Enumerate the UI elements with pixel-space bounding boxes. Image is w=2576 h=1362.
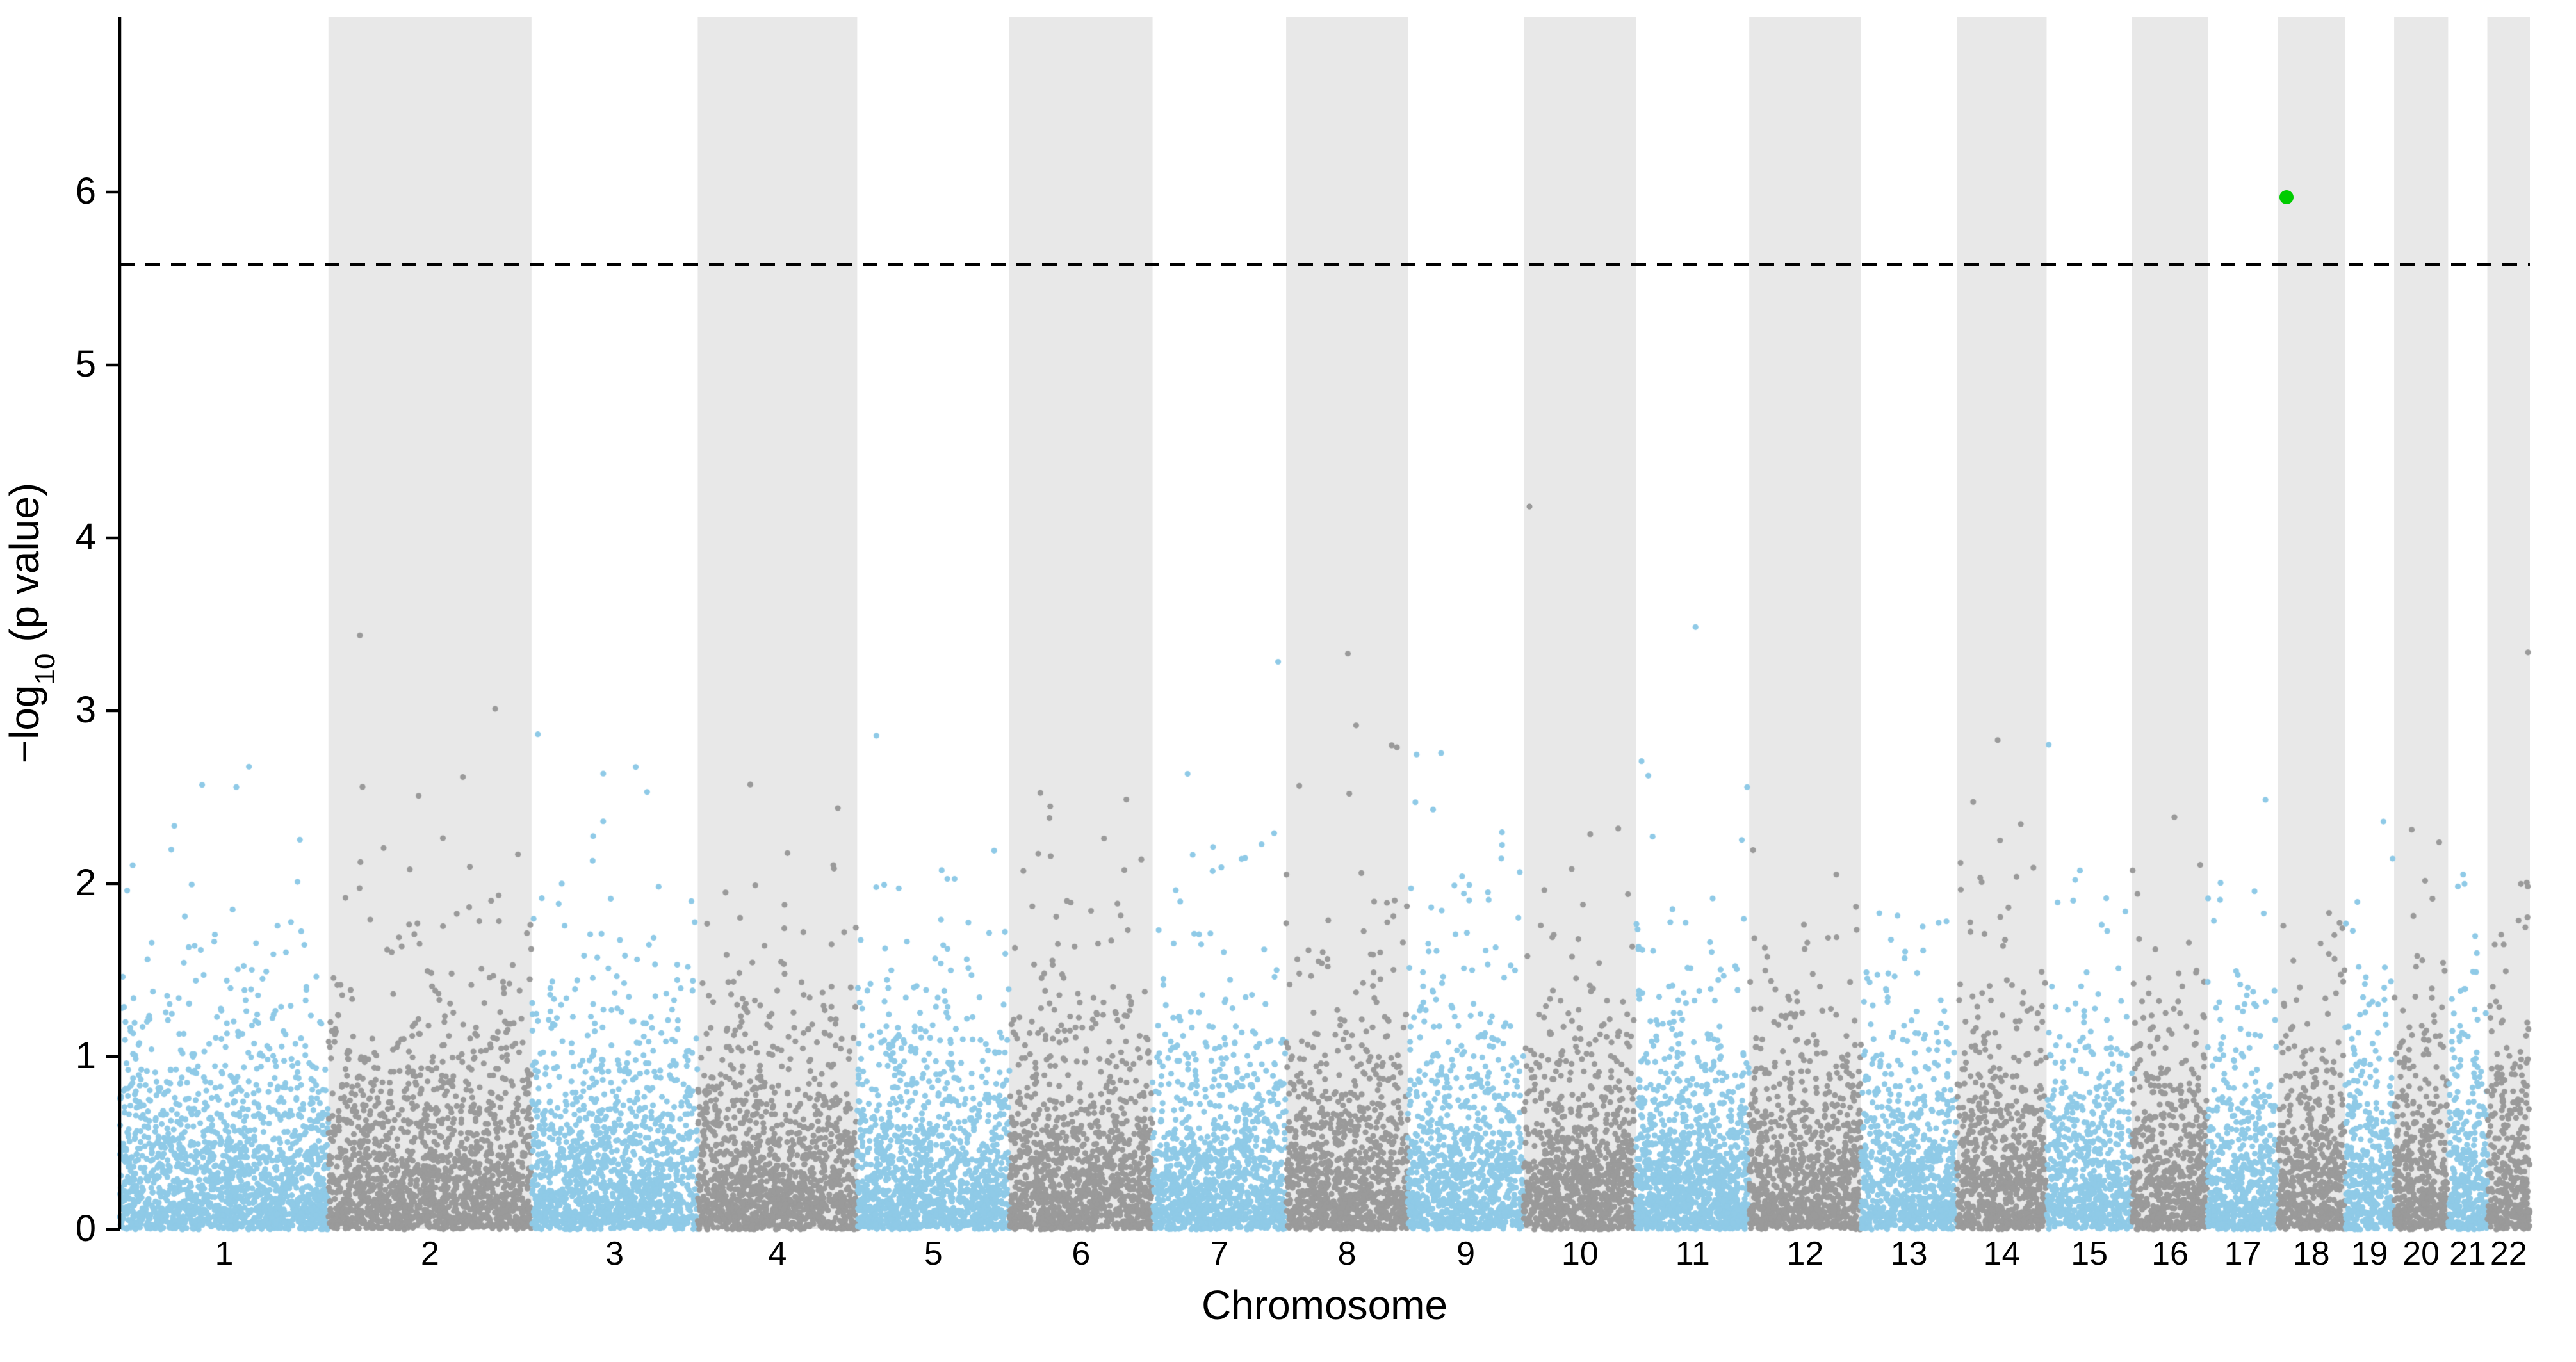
svg-text:Chromosome: Chromosome bbox=[1202, 1282, 1447, 1328]
svg-text:6: 6 bbox=[76, 170, 96, 212]
svg-text:16: 16 bbox=[2151, 1235, 2189, 1272]
svg-text:3: 3 bbox=[76, 689, 96, 731]
svg-text:7: 7 bbox=[1210, 1235, 1228, 1272]
svg-text:18: 18 bbox=[2293, 1235, 2330, 1272]
svg-text:2: 2 bbox=[421, 1235, 439, 1272]
svg-text:−log10 (p value): −log10 (p value) bbox=[1, 483, 61, 764]
svg-text:21: 21 bbox=[2449, 1235, 2486, 1272]
svg-text:13: 13 bbox=[1891, 1235, 1928, 1272]
svg-text:10: 10 bbox=[1561, 1235, 1599, 1272]
svg-text:4: 4 bbox=[76, 516, 96, 558]
svg-text:22: 22 bbox=[2490, 1235, 2527, 1272]
svg-text:5: 5 bbox=[924, 1235, 943, 1272]
svg-text:19: 19 bbox=[2351, 1235, 2388, 1272]
svg-text:1: 1 bbox=[215, 1235, 233, 1272]
svg-text:17: 17 bbox=[2224, 1235, 2262, 1272]
svg-text:12: 12 bbox=[1786, 1235, 1823, 1272]
svg-text:2: 2 bbox=[76, 862, 96, 904]
svg-text:6: 6 bbox=[1072, 1235, 1090, 1272]
svg-text:20: 20 bbox=[2402, 1235, 2440, 1272]
svg-text:15: 15 bbox=[2071, 1235, 2108, 1272]
svg-text:1: 1 bbox=[76, 1035, 96, 1076]
svg-text:11: 11 bbox=[1675, 1235, 1710, 1272]
svg-text:5: 5 bbox=[76, 343, 96, 385]
svg-text:8: 8 bbox=[1338, 1235, 1357, 1272]
svg-text:3: 3 bbox=[605, 1235, 624, 1272]
svg-text:9: 9 bbox=[1456, 1235, 1475, 1272]
svg-text:0: 0 bbox=[76, 1208, 96, 1249]
svg-text:14: 14 bbox=[1984, 1235, 2021, 1272]
svg-text:4: 4 bbox=[768, 1235, 787, 1272]
